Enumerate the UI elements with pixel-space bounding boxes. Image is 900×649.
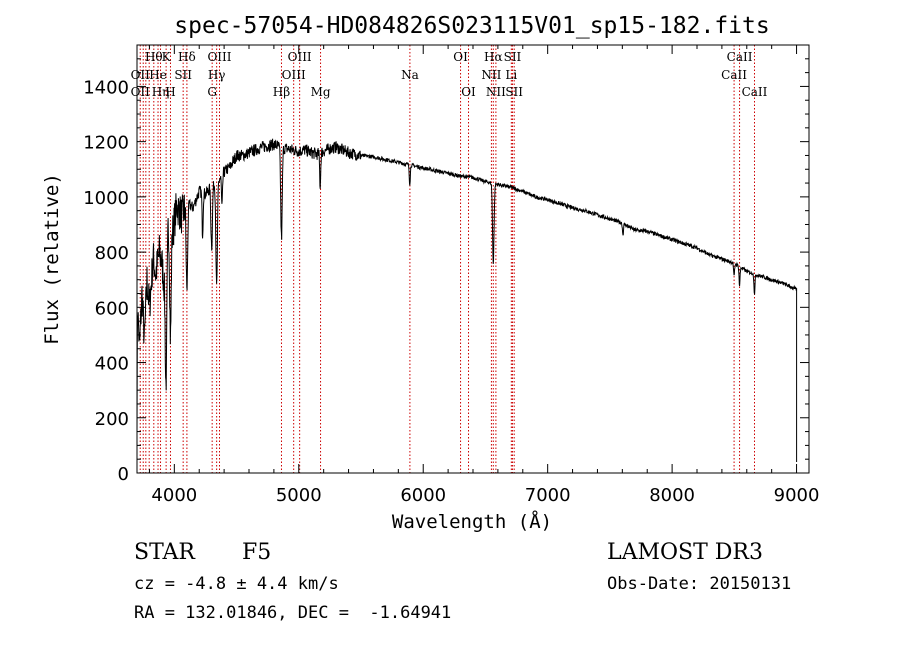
line-label: He xyxy=(149,68,167,82)
spectral-subclass: F5 xyxy=(242,540,272,565)
coordinates: RA = 132.01846, DEC = -1.64941 xyxy=(134,603,452,623)
y-tick-label: 200 xyxy=(95,409,129,430)
line-label: OI xyxy=(453,50,468,64)
observation-date: Obs-Date: 20150131 xyxy=(607,574,792,594)
y-tick-label: 800 xyxy=(95,243,129,264)
line-label: CaII xyxy=(742,85,768,99)
y-tick-label: 1400 xyxy=(83,77,129,98)
object-class: STAR xyxy=(134,540,195,565)
line-label: CaII xyxy=(727,50,753,64)
x-tick-label: 4000 xyxy=(151,485,197,506)
line-label: SII xyxy=(505,85,523,99)
redshift-velocity: cz = -4.8 ± 4.4 km/s xyxy=(134,574,339,594)
line-label: OII xyxy=(131,68,151,82)
line-label: Hη xyxy=(152,85,170,99)
y-axis-ticks: 0 200 400 600 800 1000 1200 1400 xyxy=(83,58,809,485)
line-label: CaII xyxy=(721,68,747,82)
line-label: Li xyxy=(505,68,517,82)
line-markers xyxy=(139,45,755,473)
line-label: SII xyxy=(174,68,192,82)
line-label: G xyxy=(207,85,217,99)
y-tick-label: 1000 xyxy=(83,188,129,209)
line-label: OI xyxy=(461,85,476,99)
x-tick-label: 6000 xyxy=(400,485,446,506)
line-label: OIII xyxy=(288,50,312,64)
y-tick-label: 400 xyxy=(95,354,129,375)
line-label: Hδ xyxy=(178,50,196,64)
y-axis-label: Flux (relative) xyxy=(41,173,63,345)
y-tick-label: 0 xyxy=(118,464,129,485)
line-label: OII xyxy=(131,85,151,99)
chart-title: spec-57054-HD084826S023115V01_sp15-182.f… xyxy=(174,13,769,39)
x-tick-label: 5000 xyxy=(276,485,322,506)
survey-name: LAMOST DR3 xyxy=(607,540,763,565)
line-label: SII xyxy=(504,50,522,64)
x-tick-label: 8000 xyxy=(649,485,695,506)
plot-frame xyxy=(136,44,810,474)
line-labels: OII OII Hθ He Hη K H SII Hδ G Hγ OIII Hβ OIII OIII Mg Na… xyxy=(131,50,768,99)
y-tick-label: 600 xyxy=(95,298,129,319)
x-tick-label: 9000 xyxy=(774,485,820,506)
line-label: NII xyxy=(486,85,506,99)
line-label: OIII xyxy=(207,50,231,64)
y-tick-label: 1200 xyxy=(83,133,129,154)
line-label: Mg xyxy=(311,85,331,99)
line-label: Hα xyxy=(484,50,503,64)
line-label: NII xyxy=(481,68,501,82)
line-label: Hγ xyxy=(208,68,226,82)
x-tick-label: 7000 xyxy=(525,485,571,506)
line-label: H xyxy=(165,85,175,99)
line-label: Hθ xyxy=(145,50,163,64)
line-label: OIII xyxy=(282,68,306,82)
line-label: K xyxy=(162,50,172,64)
line-label: Hβ xyxy=(273,85,290,99)
line-label: Na xyxy=(401,68,419,82)
x-axis-ticks: 4000 5000 6000 7000 8000 9000 xyxy=(148,45,820,506)
spectrum-line xyxy=(136,138,798,462)
x-axis-label: Wavelength (Å) xyxy=(392,510,552,533)
